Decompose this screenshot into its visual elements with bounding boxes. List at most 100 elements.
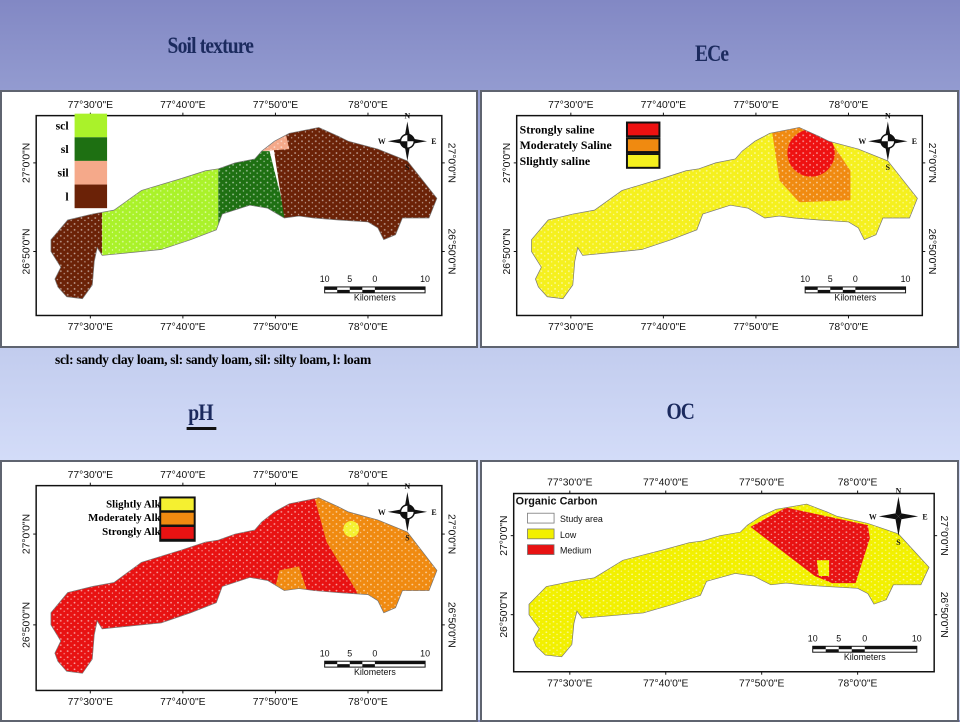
- ph-map: 77°30'0"E 77°30'0"E 77°40'0"E 77°40'0"E 77°5…: [21, 470, 457, 708]
- legend-label: l: [65, 189, 69, 203]
- latitude-tick-label-right: 26°50'0"N: [446, 602, 457, 648]
- legend-label: scl: [56, 118, 70, 132]
- scale-label: 10: [320, 648, 330, 658]
- longitude-tick-label-top: 77°40'0"E: [160, 100, 205, 111]
- north-arrow-compass-icon: N S W E: [378, 482, 437, 542]
- latitude-tick-label-left: 26°50'0"N: [21, 229, 32, 275]
- scale-label: 10: [420, 274, 430, 284]
- latitude-tick-label-right: 26°50'0"N: [938, 592, 949, 638]
- legend-swatch: [527, 528, 555, 540]
- scale-unit-label: Kilometers: [354, 667, 396, 677]
- compass-w-label: W: [378, 508, 386, 517]
- compass-e-label: E: [431, 508, 436, 517]
- compass-n-label: N: [885, 112, 891, 121]
- longitude-tick-label-bottom: 78°0'0"E: [348, 697, 388, 708]
- scale-label: 10: [420, 648, 430, 658]
- legend-label: Medium: [560, 546, 592, 556]
- scale-unit-label: Kilometers: [354, 293, 396, 303]
- north-arrow-compass-icon: N S W E: [869, 487, 928, 547]
- legend-swatch: [161, 512, 194, 525]
- map-panel-soil-texture: 77°30'0"E 77°30'0"E 77°40'0"E 77°40'0"E 77°5…: [0, 90, 478, 348]
- compass-s-label: S: [886, 163, 891, 172]
- latitude-tick-label-right: 27°0'0"N: [926, 143, 937, 183]
- title-soil-texture: Soil texture: [167, 33, 254, 58]
- longitude-tick-label-top: 78°0'0"E: [348, 470, 388, 481]
- latitude-tick-label-right: 27°0'0"N: [938, 516, 949, 556]
- longitude-tick-label-top: 77°40'0"E: [643, 478, 688, 489]
- compass-w-label: W: [869, 512, 877, 521]
- scale-label: 5: [347, 648, 352, 658]
- scale-bar: 10 5 0 10 Kilometers: [808, 633, 922, 662]
- longitude-tick-label-bottom: 78°0'0"E: [838, 679, 878, 690]
- legend-label: Moderately Saline: [520, 138, 612, 152]
- scale-label: 10: [901, 274, 911, 284]
- legend-swatch: [625, 137, 661, 154]
- longitude-tick-label-top: 77°40'0"E: [641, 100, 686, 111]
- latitude-tick-label-left: 27°0'0"N: [21, 514, 32, 554]
- study-area-outline: [50, 497, 438, 674]
- scale-label: 10: [320, 274, 330, 284]
- longitude-tick-label-top: 77°30'0"E: [548, 100, 593, 111]
- longitude-tick-label-top: 77°50'0"E: [253, 100, 298, 111]
- legend-label: Slightly saline: [520, 154, 590, 168]
- longitude-tick-label-bottom: 77°30'0"E: [68, 322, 113, 333]
- longitude-tick-label-top: 77°30'0"E: [68, 470, 113, 481]
- scale-label: 5: [347, 274, 352, 284]
- scale-bar: 10 5 0 10 Kilometers: [800, 274, 910, 303]
- compass-w-label: W: [378, 137, 386, 146]
- north-arrow-compass-icon: N S W E: [378, 112, 437, 172]
- scale-label: 10: [808, 633, 818, 643]
- longitude-tick-label-top: 78°0'0"E: [829, 100, 869, 111]
- compass-s-label: S: [896, 538, 901, 547]
- compass-e-label: E: [912, 137, 917, 146]
- study-area-outline: [531, 127, 918, 300]
- latitude-tick-label-right: 26°50'0"N: [446, 229, 457, 275]
- longitude-tick-label-bottom: 77°30'0"E: [547, 679, 592, 690]
- scale-label: 0: [372, 274, 377, 284]
- latitude-tick-label-left: 27°0'0"N: [21, 143, 32, 183]
- longitude-tick-label-bottom: 77°50'0"E: [253, 322, 298, 333]
- latitude-tick-label-right: 26°50'0"N: [926, 229, 937, 275]
- longitude-tick-label-top: 77°30'0"E: [68, 100, 113, 111]
- latitude-tick-label-left: 26°50'0"N: [21, 602, 32, 648]
- legend-swatch: [74, 160, 108, 185]
- study-area-outline: [528, 503, 930, 658]
- scale-label: 0: [372, 648, 377, 658]
- legend-swatch: [527, 544, 555, 555]
- map-panel-ece: 77°30'0"E 77°30'0"E 77°40'0"E 77°40'0"E 77°5…: [480, 90, 959, 348]
- legend-label: Low: [560, 530, 577, 540]
- scale-label: 10: [800, 274, 810, 284]
- longitude-tick-label-bottom: 78°0'0"E: [829, 322, 869, 333]
- legend-swatch: [625, 121, 661, 138]
- compass-n-label: N: [405, 482, 411, 491]
- scale-bar: 10 5 0 10 Kilometers: [320, 648, 430, 677]
- legend-swatch: [161, 498, 194, 511]
- compass-s-label: S: [405, 163, 410, 172]
- latitude-tick-label-left: 27°0'0"N: [499, 516, 510, 556]
- scale-bar: 10 5 0 10 Kilometers: [320, 274, 430, 303]
- map-legend: Organic Carbon Study area Low Medium: [516, 495, 603, 555]
- legend-swatch: [74, 113, 108, 138]
- legend-swatch: [161, 526, 194, 539]
- longitude-tick-label-top: 78°0'0"E: [348, 100, 388, 111]
- compass-s-label: S: [405, 533, 410, 542]
- longitude-tick-label-top: 77°40'0"E: [160, 470, 205, 481]
- longitude-tick-label-top: 77°50'0"E: [733, 100, 778, 111]
- scale-unit-label: Kilometers: [834, 293, 876, 303]
- longitude-tick-label-bottom: 77°50'0"E: [739, 679, 784, 690]
- longitude-tick-label-top: 78°0'0"E: [838, 478, 878, 489]
- scale-label: 5: [828, 274, 833, 284]
- legend-label: sil: [58, 166, 70, 180]
- longitude-tick-label-top: 77°30'0"E: [547, 478, 592, 489]
- latitude-tick-label-left: 26°50'0"N: [499, 592, 510, 638]
- oc-map: 77°30'0"E 77°30'0"E 77°40'0"E 77°40'0"E 77°5…: [499, 478, 949, 690]
- north-arrow-compass-icon: N S W E: [858, 112, 917, 172]
- latitude-tick-label-right: 27°0'0"N: [446, 143, 457, 183]
- soil-texture-caption: scl: sandy clay loam, sl: sandy loam, si…: [55, 352, 371, 367]
- longitude-tick-label-bottom: 77°30'0"E: [68, 697, 113, 708]
- compass-n-label: N: [896, 487, 902, 496]
- longitude-tick-label-top: 77°50'0"E: [739, 478, 784, 489]
- scale-label: 0: [862, 633, 867, 643]
- scale-label: 0: [853, 274, 858, 284]
